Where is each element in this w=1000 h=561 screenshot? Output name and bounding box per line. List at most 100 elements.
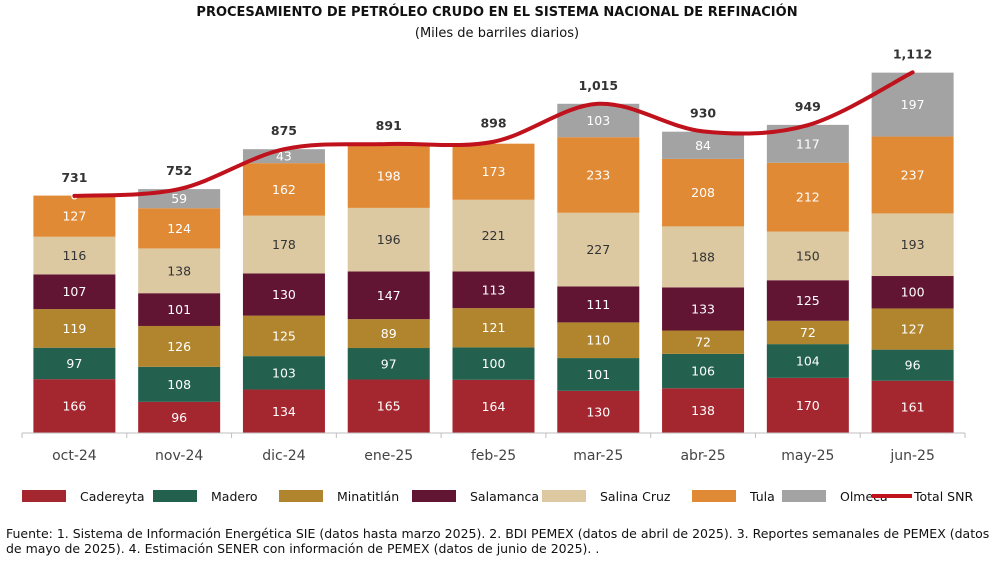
bar-tula-jun-25 (871, 136, 954, 214)
legend-label-madero: Madero (211, 489, 258, 504)
data-label-olmeca-jun-25: 197 (901, 97, 925, 112)
legend-swatch-cadereyta (22, 490, 66, 502)
data-label-madero-may-25: 104 (796, 353, 820, 368)
data-label-tula-may-25: 212 (796, 190, 820, 205)
legend-label-total-snr: Total SNR (913, 489, 973, 504)
data-label-minatitlan-ene-25: 89 (381, 326, 397, 341)
x-tick-label-may-25: may-25 (781, 448, 834, 464)
bar-salina-cruz-mar-25 (557, 212, 640, 287)
data-label-tula-dic-24: 162 (272, 182, 296, 197)
bar-salina-cruz-dic-24 (242, 215, 325, 274)
data-label-olmeca-mar-25: 103 (586, 113, 610, 128)
data-label-minatitlan-feb-25: 121 (482, 320, 506, 335)
data-label-minatitlan-nov-24: 126 (167, 339, 191, 354)
data-label-cadereyta-abr-25: 138 (691, 403, 715, 418)
bar-cadereyta-jun-25 (871, 380, 954, 433)
x-tick-label-oct-24: oct-24 (52, 448, 97, 464)
bar-salina-cruz-may-25 (766, 231, 849, 281)
data-label-cadereyta-mar-25: 130 (586, 404, 610, 419)
bar-salamanca-oct-24 (33, 274, 116, 310)
bar-minatitlan-abr-25 (662, 330, 745, 354)
x-tick-label-mar-25: mar-25 (573, 448, 623, 464)
data-label-cadereyta-may-25: 170 (796, 398, 820, 413)
legend-label-olmeca: Olmeca (840, 489, 888, 504)
bar-minatitlan-oct-24 (33, 309, 116, 348)
x-tick-label-abr-25: abr-25 (680, 448, 725, 464)
x-tick-label-ene-25: ene-25 (364, 448, 413, 464)
data-label-minatitlan-may-25: 72 (800, 325, 816, 340)
legend: Cadereyta Madero Minatitlán Salamanca Salina… (22, 489, 973, 504)
bar-minatitlan-nov-24 (138, 325, 221, 367)
bar-madero-ene-25 (347, 348, 430, 380)
line-total-snr (72, 70, 915, 198)
data-label-tula-nov-24: 124 (167, 221, 191, 236)
legend-swatch-salamanca (412, 490, 456, 502)
bar-salina-cruz-jun-25 (871, 213, 954, 277)
data-label-salamanca-abr-25: 133 (691, 301, 715, 316)
bar-tula-abr-25 (662, 158, 745, 227)
data-label-madero-oct-24: 97 (66, 356, 82, 371)
legend-label-minatitlan: Minatitlán (337, 489, 399, 504)
bar-madero-dic-24 (242, 356, 325, 390)
data-label-salina-cruz-nov-24: 138 (167, 263, 191, 278)
x-tick-label-jun-25: jun-25 (889, 448, 935, 464)
data-label-tula-feb-25: 173 (482, 164, 506, 179)
data-label-olmeca-abr-25: 84 (695, 138, 711, 153)
data-label-salina-cruz-ene-25: 196 (377, 232, 401, 247)
bar-olmeca-abr-25 (662, 131, 745, 159)
data-label-madero-feb-25: 100 (482, 356, 506, 371)
bar-salina-cruz-nov-24 (138, 248, 221, 294)
bar-salina-cruz-oct-24 (33, 236, 116, 275)
total-label-abr-25: 930 (690, 105, 716, 120)
total-label-jun-25: 1,112 (893, 46, 933, 61)
bar-tula-feb-25 (452, 143, 535, 200)
data-label-salamanca-mar-25: 111 (586, 297, 610, 312)
data-label-olmeca-may-25: 117 (796, 136, 820, 151)
data-label-madero-nov-24: 108 (167, 377, 191, 392)
bar-salamanca-nov-24 (138, 293, 221, 326)
bar-tula-nov-24 (138, 208, 221, 249)
x-tick-label-dic-24: dic-24 (262, 448, 305, 464)
bar-cadereyta-oct-24 (33, 379, 116, 433)
x-tick-label-nov-24: nov-24 (155, 448, 203, 464)
data-label-tula-mar-25: 233 (586, 167, 610, 182)
total-label-feb-25: 898 (480, 116, 506, 131)
bar-cadereyta-dic-24 (242, 389, 325, 433)
data-label-olmeca-dic-24: 43 (276, 149, 292, 164)
total-label-ene-25: 891 (376, 118, 402, 133)
bar-salamanca-may-25 (766, 280, 849, 321)
bar-minatitlan-ene-25 (347, 319, 430, 349)
bar-salamanca-mar-25 (557, 286, 640, 323)
data-label-salina-cruz-feb-25: 221 (482, 228, 506, 243)
bar-madero-jun-25 (871, 349, 954, 381)
bar-tula-may-25 (766, 162, 849, 232)
data-label-salamanca-jun-25: 100 (901, 285, 925, 300)
bar-tula-oct-24 (33, 195, 116, 237)
data-label-madero-ene-25: 97 (381, 356, 397, 371)
data-label-minatitlan-abr-25: 72 (695, 335, 711, 350)
legend-label-cadereyta: Cadereyta (80, 489, 145, 504)
total-label-nov-24: 752 (166, 163, 192, 178)
bar-madero-abr-25 (662, 353, 745, 389)
data-label-salina-cruz-abr-25: 188 (691, 249, 715, 264)
total-label-dic-24: 875 (271, 123, 297, 138)
bar-cadereyta-abr-25 (662, 388, 745, 433)
data-label-madero-mar-25: 101 (586, 367, 610, 382)
data-label-cadereyta-oct-24: 166 (62, 399, 86, 414)
data-label-salamanca-feb-25: 113 (482, 282, 506, 297)
bar-tula-ene-25 (347, 143, 430, 208)
legend-label-salamanca: Salamanca (470, 489, 539, 504)
bar-tula-dic-24 (242, 163, 325, 216)
data-label-cadereyta-nov-24: 96 (171, 410, 187, 425)
data-label-cadereyta-ene-25: 165 (377, 399, 401, 414)
total-label-may-25: 949 (795, 99, 821, 114)
bar-salamanca-ene-25 (347, 271, 430, 320)
data-label-salamanca-nov-24: 101 (167, 302, 191, 317)
x-tick-label-feb-25: feb-25 (471, 448, 516, 464)
bar-minatitlan-mar-25 (557, 322, 640, 359)
data-label-tula-jun-25: 237 (901, 167, 925, 182)
data-label-cadereyta-feb-25: 164 (482, 399, 506, 414)
data-label-salamanca-dic-24: 130 (272, 287, 296, 302)
source-footnote: Fuente: 1. Sistema de Información Energé… (6, 526, 990, 556)
